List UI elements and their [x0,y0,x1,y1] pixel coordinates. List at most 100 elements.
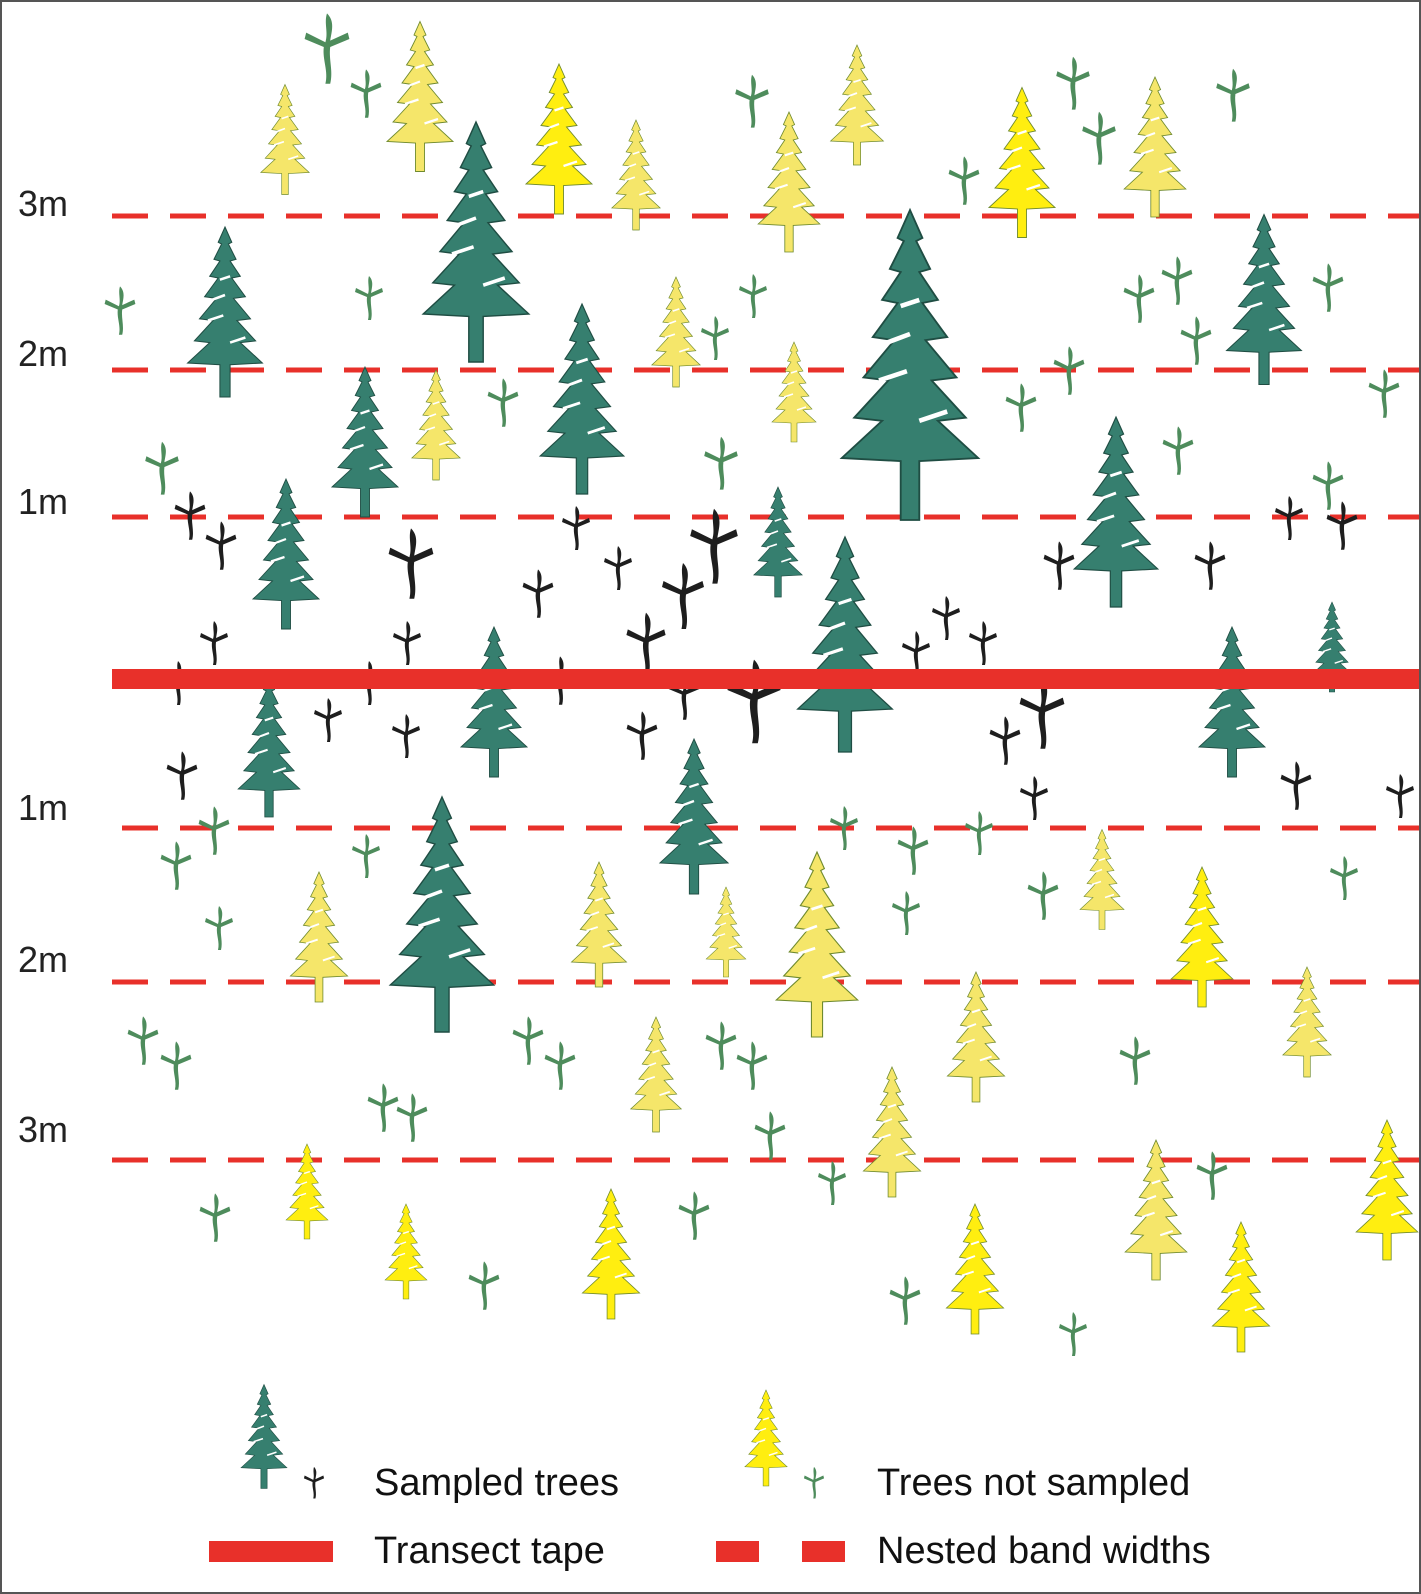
unsampled-tree-icon [385,20,455,173]
sampled-tree-icon [1227,215,1302,385]
unsampled-seedling-icon [487,378,519,427]
unsampled-seedling-icon [1216,68,1250,122]
sampled-seedling-icon [205,521,237,570]
unsampled-seedling-icon [892,891,920,935]
unsampled-seedling-icon [1005,383,1037,432]
unsampled-seedling-icon [1312,461,1344,510]
unsampled-tree-icon [1211,1220,1271,1354]
unsampled-seedling-icon [678,1191,710,1240]
sampled-seedling-icon [662,563,704,629]
legend-unsampled-seedling-icon [803,1466,825,1499]
sampled-seedling-icon [1194,541,1226,590]
unsampled-seedling-icon [396,1093,428,1142]
unsampled-seedling-icon [160,1041,192,1090]
legend-label-sampled: Sampled trees [374,1462,620,1504]
unsampled-seedling-icon [355,276,383,320]
unsampled-seedling-icon [889,1276,921,1325]
legend-symbols [209,1383,845,1562]
sampled-seedling-icon [314,698,342,742]
sampled-tree-icon [388,795,496,1034]
sampled-seedling-icon [969,621,997,665]
legend-unsampled-tree-icon [743,1389,789,1487]
unsampled-seedling-icon [1312,263,1344,312]
unsampled-tree-icon [581,1187,641,1321]
transect-tape-layer [112,669,1419,689]
unsampled-seedling-icon [352,834,380,878]
sampled-seedling-icon [1326,501,1358,550]
unsampled-seedling-icon [705,1021,737,1070]
unsampled-seedling-icon [1180,316,1212,365]
unsampled-tree-icon [259,82,311,197]
unsampled-seedling-icon [739,274,767,318]
band-label-upper-2m: 2m [18,333,69,374]
unsampled-seedling-icon [1330,856,1358,900]
sampled-seedling-icon [1386,774,1414,818]
unsampled-seedling-icon [897,826,929,875]
unsampled-seedling-icon [205,906,233,950]
sampled-seedling-icon [902,631,930,675]
band-label-lower-3m: 3m [18,1109,69,1150]
sampled-seedling-icon [393,621,421,665]
unsampled-tree-icon [705,886,747,978]
sampled-seedling-icon [989,716,1021,765]
unsampled-seedling-icon [704,436,738,490]
sampled-tree-icon [752,485,804,599]
sampled-seedling-icon [166,751,198,800]
unsampled-tree-icon [1122,75,1188,219]
sampled-seedling-icon [200,621,228,665]
unsampled-seedling-icon [198,806,230,855]
sampled-tree-icon [459,625,529,779]
unsampled-seedling-icon [1056,56,1090,110]
unsampled-seedling-icon [1123,274,1155,323]
unsampled-seedling-icon [1162,426,1194,475]
band-label-lower-2m: 2m [18,939,69,980]
sampled-seedling-icon [932,596,960,640]
sampled-seedling-icon [388,528,434,599]
unsampled-seedling-icon [736,1041,768,1090]
unsampled-tree-icon [946,970,1006,1104]
sampled-seedling-icon [626,612,666,675]
sampled-seedling-icon [522,569,554,618]
band-label-upper-1m: 1m [18,481,69,522]
unsampled-tree-icon [945,1202,1005,1336]
sampled-seedling-icon [562,506,590,550]
sampled-seedling-icon [690,508,738,584]
unsampled-seedling-icon [1119,1036,1151,1085]
legend-band-dash-swatch [802,1541,845,1562]
band-label-lower-1m: 1m [18,787,69,828]
sampled-tree-icon [330,365,400,519]
legend-label-bands: Nested band widths [877,1530,1211,1572]
unsampled-seedling-icon [512,1016,544,1065]
legend-sampled-seedling-icon [303,1466,325,1499]
sampled-seedling-icon [604,546,632,590]
sampled-tree-icon [842,210,978,520]
sampled-seedling-icon [626,711,658,760]
legend-band-dash-swatch [716,1541,759,1562]
unsampled-seedling-icon [1368,369,1400,418]
unsampled-tree-icon [1078,828,1126,931]
sampled-seedling-icon [392,714,420,758]
sampled-tree-icon [423,122,529,362]
band-label-upper-3m: 3m [18,183,69,224]
unsampled-tree-icon [410,369,462,481]
unsampled-tree-icon [526,64,592,214]
sampled-seedling-icon [1043,541,1075,590]
unsampled-seedling-icon [965,811,993,855]
unsampled-tree-icon [384,1203,428,1300]
sampled-tree-icon [1074,417,1158,607]
unsampled-seedling-icon [468,1261,500,1310]
unsampled-seedling-icon [1161,256,1193,305]
transect-tape [112,669,1419,689]
unsampled-seedling-icon [304,13,350,84]
legend-label-not-sampled: Trees not sampled [877,1462,1191,1504]
unsampled-tree-icon [629,1015,683,1134]
unsampled-seedling-icon [367,1083,399,1132]
unsampled-seedling-icon [1082,111,1116,165]
unsampled-seedling-icon [199,1193,231,1242]
unsampled-seedling-icon [104,286,136,335]
unsampled-seedling-icon [701,316,729,360]
unsampled-seedling-icon [735,74,769,128]
unsampled-seedling-icon [1027,871,1059,920]
